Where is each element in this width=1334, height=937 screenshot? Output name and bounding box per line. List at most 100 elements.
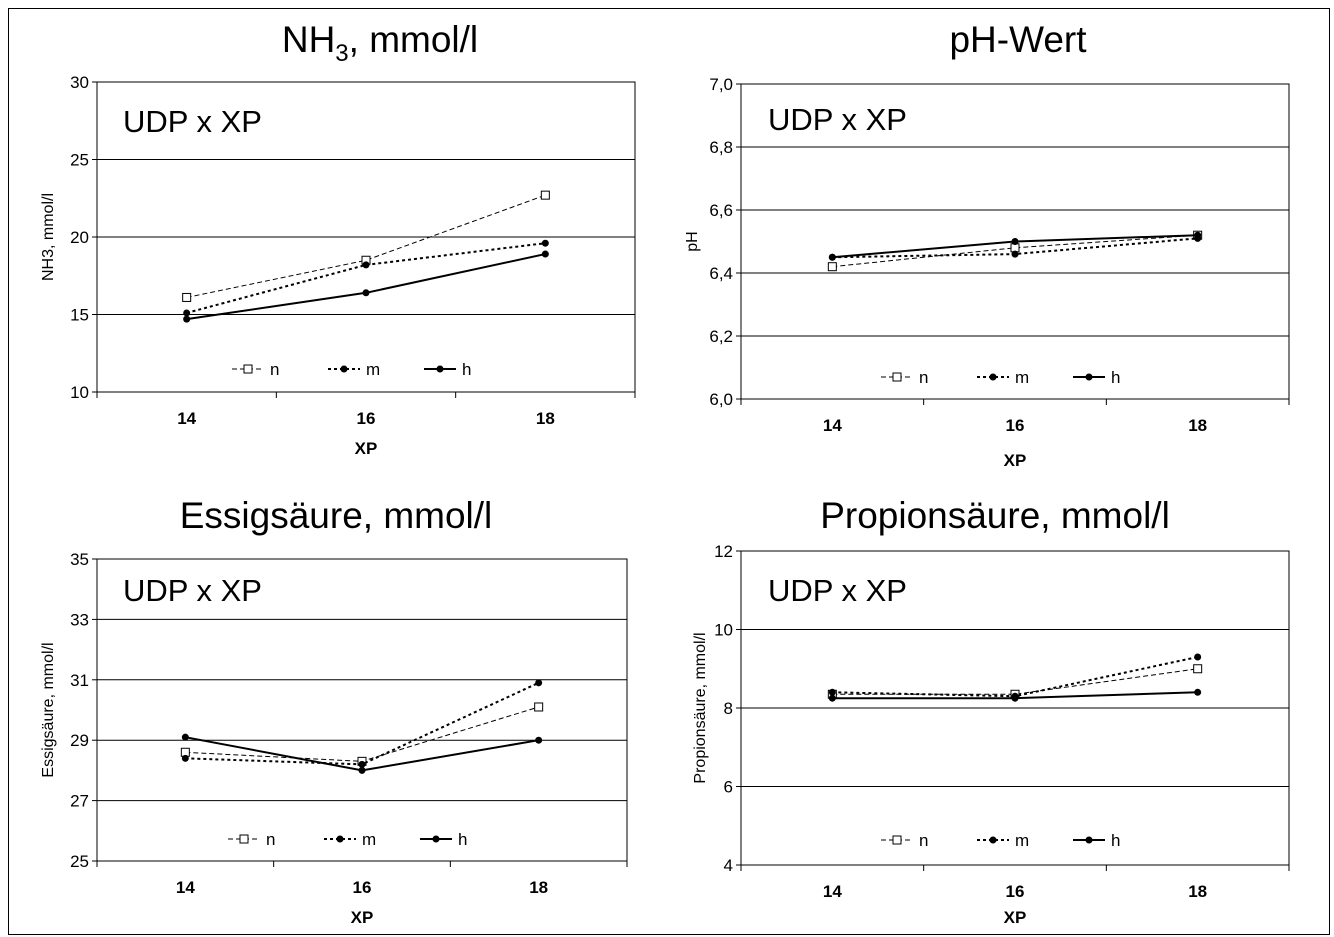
y-tick-label: 6 — [724, 778, 733, 797]
y-tick-label: 33 — [70, 610, 89, 629]
chart-title: Essigsäure, mmol/l — [180, 495, 493, 536]
point-m — [541, 239, 549, 247]
y-tick-label: 15 — [70, 306, 89, 325]
y-tick-label: 35 — [70, 550, 89, 569]
x-tick-label: 18 — [536, 409, 555, 428]
point-h — [183, 315, 191, 323]
chart-title: NH3, mmol/l — [282, 19, 478, 67]
point-h — [828, 694, 836, 702]
chart-title: Propionsäure, mmol/l — [820, 495, 1170, 536]
point-h — [535, 736, 543, 744]
legend-marker-m — [340, 365, 348, 373]
point-m — [362, 261, 370, 269]
legend-marker-n — [892, 835, 902, 845]
legend-label-h: h — [458, 830, 467, 849]
chart-1: NH3, mmol/l 10 15 20 25 30 14 16 18 XP NH3, mmol/l… — [40, 19, 636, 458]
point-h — [1194, 231, 1202, 239]
x-axis-label: XP — [355, 439, 378, 458]
point-n — [827, 262, 837, 272]
point-m — [1011, 250, 1019, 258]
legend-marker-h — [1085, 836, 1093, 844]
series-line-m — [186, 242, 546, 314]
x-tick-label: 16 — [353, 878, 372, 897]
point-n — [1193, 664, 1203, 674]
x-axis-label: XP — [1004, 451, 1027, 470]
legend-label-h: h — [1111, 368, 1120, 387]
y-tick-label: 4 — [724, 856, 733, 875]
y-axis-label: pH — [684, 231, 701, 251]
y-tick-label: 31 — [70, 671, 89, 690]
legend-label-n: n — [919, 368, 928, 387]
legend-label-h: h — [1111, 831, 1120, 850]
y-axis-label: Essigsäure, mmol/l — [40, 642, 57, 777]
legend-marker-h — [432, 835, 440, 843]
point-m — [183, 309, 191, 317]
point-h — [1011, 694, 1019, 702]
x-tick-label: 16 — [1006, 416, 1025, 435]
y-tick-label: 29 — [70, 731, 89, 750]
y-tick-label: 25 — [70, 151, 89, 170]
y-tick-label: 20 — [70, 228, 89, 247]
legend-label-h: h — [462, 360, 471, 379]
point-m — [828, 688, 836, 696]
legend-label-m: m — [366, 360, 380, 379]
y-tick-label: 8 — [724, 699, 733, 718]
legend-marker-n — [239, 834, 249, 844]
legend-label-m: m — [1015, 368, 1029, 387]
point-h — [362, 289, 370, 297]
point-h — [181, 733, 189, 741]
x-tick-label: 18 — [529, 878, 548, 897]
y-axis-label: Propionsäure, mmol/l — [692, 632, 709, 783]
point-h — [358, 766, 366, 774]
y-tick-label: 10 — [70, 383, 89, 402]
chart-title: pH-Wert — [949, 19, 1087, 60]
point-m — [1194, 653, 1202, 661]
y-tick-label: 7,0 — [709, 75, 733, 94]
x-axis-label: XP — [1004, 908, 1027, 927]
y-tick-label: 6,6 — [709, 201, 733, 220]
point-n — [540, 190, 550, 200]
legend-label-n: n — [919, 831, 928, 850]
legend-marker-m — [989, 373, 997, 381]
x-tick-label: 14 — [176, 878, 195, 897]
legend-label-n: n — [266, 830, 275, 849]
y-tick-label: 6,2 — [709, 327, 733, 346]
point-h — [541, 250, 549, 258]
legend-marker-m — [989, 836, 997, 844]
series-line-n — [832, 234, 1198, 268]
legend-marker-h — [1085, 373, 1093, 381]
x-axis-label: XP — [351, 908, 374, 927]
point-m — [358, 760, 366, 768]
x-tick-label: 14 — [823, 882, 842, 901]
y-tick-label: 6,8 — [709, 138, 733, 157]
x-tick-label: 14 — [177, 409, 196, 428]
point-h — [1194, 688, 1202, 696]
y-tick-label: 27 — [70, 792, 89, 811]
y-tick-label: 6,4 — [709, 264, 733, 283]
legend-marker-h — [436, 365, 444, 373]
legend-marker-m — [336, 835, 344, 843]
chart-4: Propionsäure, mmol/l 4 6 8 10 12 14 16 18 XP Propi… — [692, 495, 1290, 927]
x-tick-label: 14 — [823, 416, 842, 435]
point-m — [181, 754, 189, 762]
point-h — [828, 253, 836, 261]
x-tick-label: 18 — [1188, 416, 1207, 435]
legend-label-m: m — [362, 830, 376, 849]
annotation-label: UDP x XP — [768, 573, 907, 608]
y-axis-label: NH3, mmol/l — [40, 193, 57, 281]
y-tick-label: 6,0 — [709, 390, 733, 409]
chart-2: pH-Wert 6,0 6,2 6,4 6,6 6,8 7,0 14 16 18 XP pH UDP x… — [684, 19, 1290, 470]
y-tick-label: 30 — [70, 73, 89, 92]
point-n — [182, 292, 192, 302]
legend-label-n: n — [270, 360, 279, 379]
x-tick-label: 16 — [357, 409, 376, 428]
x-tick-label: 16 — [1006, 882, 1025, 901]
y-tick-label: 10 — [714, 621, 733, 640]
annotation-label: UDP x XP — [123, 573, 262, 608]
legend-marker-n — [243, 364, 253, 374]
x-tick-label: 18 — [1188, 882, 1207, 901]
y-tick-label: 25 — [70, 852, 89, 871]
chart-3: Essigsäure, mmol/l 25 27 29 31 33 35 14 16 18 XP Es… — [40, 495, 628, 927]
annotation-label: UDP x XP — [123, 104, 262, 139]
